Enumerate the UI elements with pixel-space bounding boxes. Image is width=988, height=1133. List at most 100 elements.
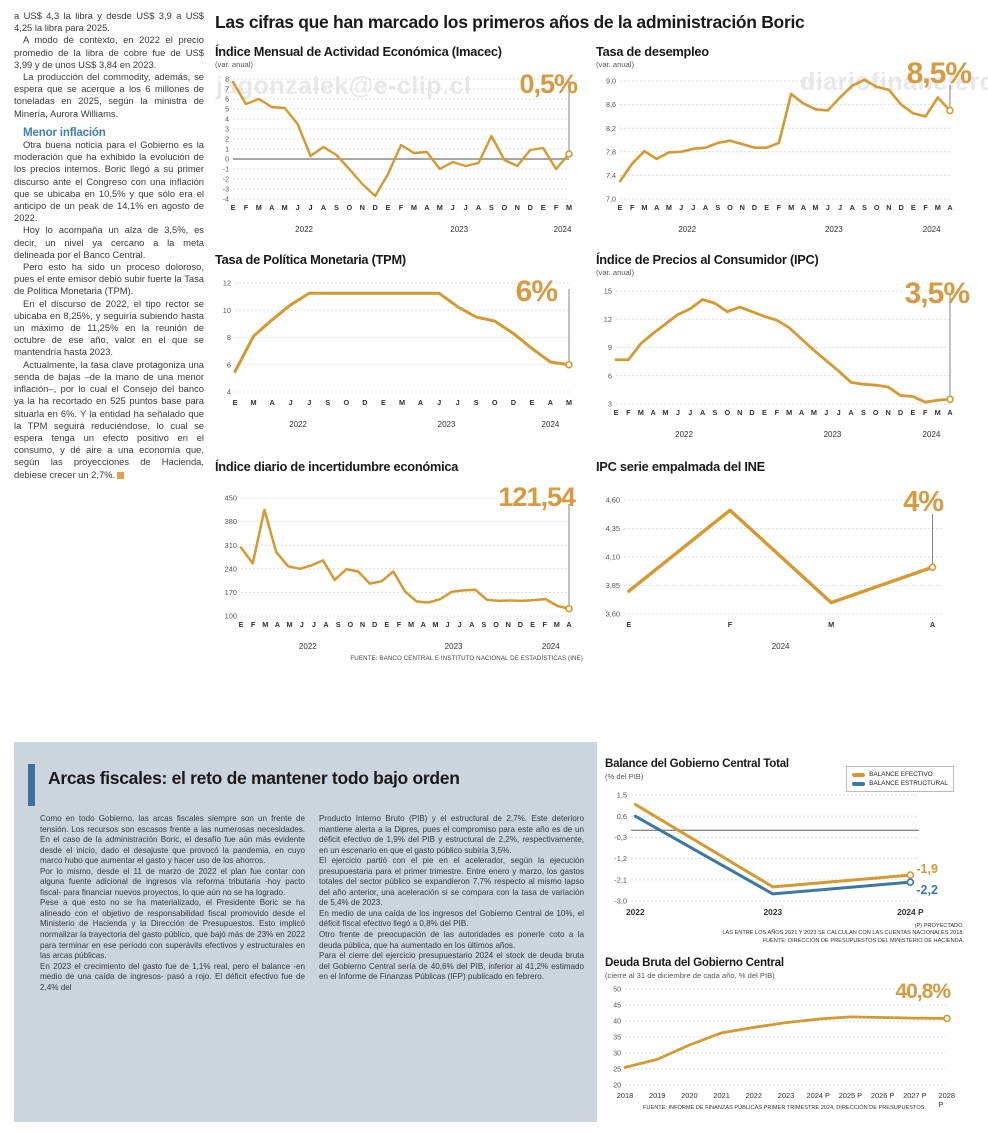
x-tick-label: D [751, 203, 758, 212]
x-tick-label: O [872, 408, 879, 417]
x-tick-label: 2023 [777, 1091, 795, 1101]
year-labels: 2022 2023 2024 [215, 642, 583, 655]
svg-text:310: 310 [225, 541, 237, 550]
chart-title: IPC serie empalmada del INE [596, 459, 765, 474]
x-tick-label: D [898, 203, 904, 212]
x-tick-label: J [463, 203, 468, 212]
callout-value: 8,5% [906, 57, 972, 90]
svg-text:240: 240 [225, 564, 237, 573]
x-tick-label: J [824, 408, 829, 417]
x-tick-label: M [934, 408, 941, 417]
callout-value: 121,54 [498, 482, 576, 512]
x-tick-label: M [565, 203, 573, 212]
chart-title: Índice diario de incertidumbre económica [215, 459, 459, 474]
x-tick-label: F [629, 203, 635, 212]
x-tick-label: M [553, 620, 560, 629]
svg-text:4,60: 4,60 [606, 496, 620, 505]
x-axis-labels: 2022 2023 2024 P [605, 907, 964, 923]
svg-text:7,0: 7,0 [606, 195, 616, 203]
svg-text:20: 20 [613, 1083, 621, 1090]
x-tick-label: F [923, 408, 928, 417]
note-line: (P) PROYECTADO. [914, 923, 964, 929]
svg-text:-4: -4 [223, 197, 229, 203]
x-tick-label: A [650, 408, 656, 417]
plot-area: 8,5% 9,0 8,6 8,2 7,8 7,4 7,0 [596, 59, 977, 204]
x-tick-label: 2018 [616, 1091, 634, 1101]
end-mark-icon [117, 471, 125, 479]
x-tick-label: D [372, 203, 378, 212]
svg-text:30: 30 [613, 1051, 621, 1058]
fiscal-paragraph: Otro frente de preocupación de las autor… [319, 930, 584, 950]
svg-text:5: 5 [225, 107, 229, 114]
svg-text:-2,1: -2,1 [614, 875, 627, 884]
plot-area: 40,8% 50 45 40 35 30 25 20 [605, 981, 964, 1091]
year-label: 2023 [824, 225, 843, 234]
svg-text:7,8: 7,8 [606, 147, 616, 156]
x-tick-label: E [617, 203, 623, 212]
svg-text:0,6: 0,6 [617, 812, 627, 821]
x-tick-label: E [613, 408, 619, 417]
x-tick-label: S [333, 203, 339, 212]
x-tick-label: F [243, 203, 249, 212]
svg-text:3: 3 [608, 400, 612, 408]
charts-section: Las cifras que han marcado los primeros … [215, 12, 977, 662]
x-tick-label: E [910, 408, 916, 417]
x-tick-label: F [776, 203, 782, 212]
svg-text:6: 6 [227, 360, 231, 369]
x-tick-label: S [335, 620, 341, 629]
x-tick-label: 2020 [681, 1091, 698, 1101]
fiscal-paragraph: Producto Interno Bruto (PIB) y el estruc… [319, 814, 584, 855]
x-tick-label: A [848, 408, 854, 417]
svg-text:8,2: 8,2 [606, 124, 616, 133]
x-tick-label: M [432, 620, 439, 629]
svg-text:6: 6 [225, 97, 229, 104]
x-tick-label: E [530, 620, 535, 629]
x-tick-label: A [699, 408, 706, 417]
x-tick-label: E [384, 620, 390, 629]
x-tick-label: J [688, 408, 693, 417]
svg-text:4,10: 4,10 [606, 553, 620, 562]
chart-svg: 50 45 40 35 30 25 20 [613, 987, 951, 1090]
svg-text:-1,2: -1,2 [614, 854, 627, 863]
svg-text:6: 6 [608, 371, 612, 380]
x-tick-label: M [262, 620, 269, 629]
svg-text:7: 7 [225, 87, 229, 94]
year-labels: 2022 2023 2024 [596, 225, 977, 238]
x-tick-label: S [481, 620, 487, 629]
svg-text:2: 2 [225, 137, 229, 144]
x-tick-label: A [323, 620, 329, 629]
x-tick-label: D [749, 408, 755, 417]
x-tick-label: A [654, 203, 660, 212]
source-note: FUENTE: BANCO CENTRAL E INSTITUTO NACION… [350, 655, 583, 662]
plot-area: 1,5 0,6 -0,3 -1,2 -2,1 -3,0 -1,9 -2,2 [605, 787, 964, 907]
year-labels: 2022 2023 2024 [596, 430, 977, 443]
fiscal-charts-block: Balance del Gobierno Central Total (% de… [597, 742, 974, 1122]
x-tick-label: J [455, 398, 460, 407]
fiscal-paragraph: Pese a que esto no se ha materializado, … [40, 898, 305, 961]
chart-incertidumbre: Índice diario de incertidumbre económica… [215, 459, 596, 662]
year-label: 2022 [678, 225, 697, 234]
chart-desempleo: Tasa de desempleo (var. anual) 8,5% 9,0 8… [596, 44, 977, 238]
x-tick-label: M [810, 408, 817, 417]
x-tick-label: 2022 [745, 1091, 763, 1101]
x-tick-label: O [347, 620, 354, 629]
chart-title: Índice de Precios al Consumidor (IPC) [596, 252, 819, 267]
chart-imacec: Índice Mensual de Actividad Económica (I… [215, 44, 596, 238]
x-tick-label: E [230, 203, 236, 212]
x-tick-label: 2019 [648, 1091, 666, 1101]
x-tick-label: J [675, 408, 680, 417]
year-label: 2022 [298, 642, 317, 651]
x-tick-label: M [828, 620, 835, 629]
x-tick-label: J [295, 203, 300, 212]
x-tick-label: J [437, 398, 442, 407]
legend-label: BALANCE ESTRUCTURAL [869, 780, 948, 787]
x-tick-label: A [929, 620, 936, 629]
fiscal-paragraph: En medio de una caída de los ingresos de… [319, 908, 584, 929]
x-tick-label: D [371, 620, 378, 629]
x-tick-label: 2024 P [897, 907, 924, 917]
fiscal-paragraph: En 2023 el crecimiento del gasto fue de … [40, 961, 305, 992]
x-tick-label: F [774, 408, 780, 417]
x-tick-label: J [825, 203, 830, 212]
chart-title: Índice Mensual de Actividad Económica (I… [215, 44, 502, 59]
